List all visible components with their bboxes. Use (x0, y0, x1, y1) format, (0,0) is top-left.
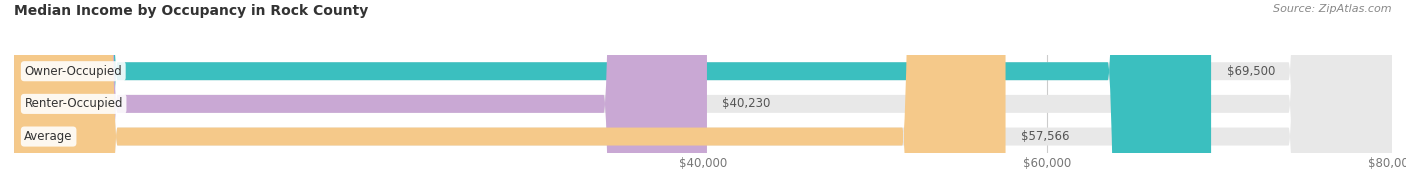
Text: Renter-Occupied: Renter-Occupied (24, 97, 122, 110)
FancyBboxPatch shape (14, 0, 1392, 196)
FancyBboxPatch shape (14, 0, 707, 196)
Text: Owner-Occupied: Owner-Occupied (24, 65, 122, 78)
FancyBboxPatch shape (14, 0, 1392, 196)
Text: Source: ZipAtlas.com: Source: ZipAtlas.com (1274, 4, 1392, 14)
Text: Average: Average (24, 130, 73, 143)
FancyBboxPatch shape (14, 0, 1211, 196)
Text: $57,566: $57,566 (1021, 130, 1070, 143)
Text: $40,230: $40,230 (723, 97, 770, 110)
Text: Median Income by Occupancy in Rock County: Median Income by Occupancy in Rock Count… (14, 4, 368, 18)
Text: $69,500: $69,500 (1226, 65, 1275, 78)
FancyBboxPatch shape (14, 0, 1392, 196)
FancyBboxPatch shape (14, 0, 1005, 196)
